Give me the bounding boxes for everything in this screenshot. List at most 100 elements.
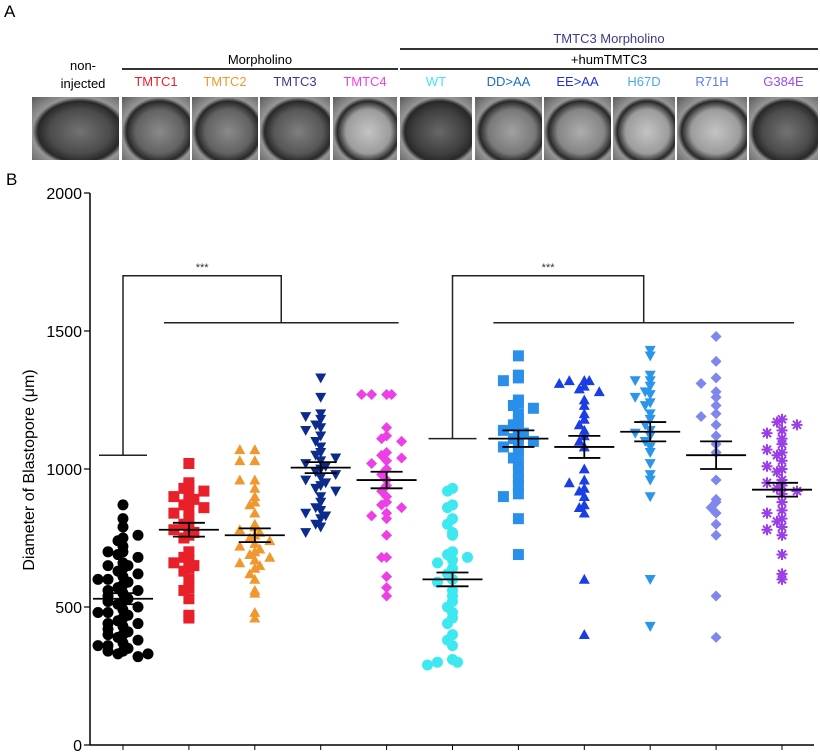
data-point <box>234 455 246 466</box>
data-point <box>776 424 788 436</box>
label-tmtc4: TMTC4 <box>343 74 387 89</box>
data-point <box>761 460 773 472</box>
data-point <box>132 551 144 563</box>
data-point <box>644 442 656 453</box>
data-point <box>553 377 565 388</box>
data-point <box>573 419 585 430</box>
label-non-injected-line2: injected <box>60 76 106 91</box>
data-point <box>315 431 327 442</box>
data-point <box>771 416 783 428</box>
data-point <box>320 511 332 522</box>
data-point <box>644 398 656 409</box>
data-point <box>315 472 327 483</box>
data-point <box>791 485 803 497</box>
embryo-image <box>260 97 330 160</box>
data-point <box>776 463 788 475</box>
data-point <box>578 400 590 410</box>
data-point <box>710 631 722 643</box>
embryo-image <box>749 97 818 160</box>
data-point <box>330 470 342 481</box>
y-tick-label: 500 <box>55 600 82 617</box>
data-point <box>366 388 378 400</box>
data-point <box>761 524 773 536</box>
data-point <box>178 565 190 577</box>
data-point <box>102 629 114 641</box>
data-point <box>183 612 195 624</box>
data-point <box>578 491 590 501</box>
label-g384e: G384E <box>763 74 804 89</box>
data-point <box>249 474 261 485</box>
data-point <box>315 448 327 458</box>
data-point <box>710 518 722 530</box>
data-point <box>710 400 722 412</box>
data-point <box>644 414 656 425</box>
data-point <box>629 428 641 439</box>
data-point <box>183 504 195 516</box>
data-point <box>310 420 322 431</box>
data-point <box>376 551 388 563</box>
data-point <box>578 424 590 435</box>
data-point <box>396 452 408 464</box>
data-point <box>771 449 783 461</box>
data-point <box>527 402 539 414</box>
data-point <box>776 446 788 458</box>
data-point <box>183 593 195 605</box>
data-point <box>234 474 246 485</box>
data-point <box>102 595 114 607</box>
data-point <box>442 618 453 630</box>
data-point <box>132 584 144 596</box>
data-point <box>244 549 256 559</box>
data-point <box>629 392 641 403</box>
data-point <box>102 584 114 596</box>
data-point <box>376 433 388 445</box>
data-point <box>381 582 393 594</box>
data-point <box>132 634 144 646</box>
data-point <box>644 345 656 356</box>
data-point <box>512 413 524 425</box>
data-point <box>330 453 342 464</box>
data-point <box>102 573 114 585</box>
data-point <box>315 442 327 453</box>
data-point <box>452 656 463 668</box>
data-point <box>249 491 261 501</box>
data-point <box>92 573 104 585</box>
data-point <box>761 444 773 456</box>
data-point <box>512 372 524 384</box>
data-point <box>563 477 575 488</box>
data-point <box>244 568 256 579</box>
data-point <box>422 659 433 671</box>
data-point <box>396 502 408 514</box>
data-point <box>117 521 129 533</box>
data-point <box>644 390 656 400</box>
data-point <box>447 640 458 652</box>
data-point <box>142 648 154 660</box>
data-point <box>512 474 524 486</box>
data-point <box>710 430 722 442</box>
data-point <box>320 478 332 489</box>
data-point <box>644 376 656 387</box>
data-point <box>578 474 590 485</box>
embryo-image <box>613 97 675 160</box>
data-point <box>315 497 327 508</box>
data-point <box>264 535 276 546</box>
significance-bracket <box>99 275 282 456</box>
data-point <box>578 463 590 474</box>
y-tick-label: 1500 <box>46 324 82 341</box>
data-point <box>249 607 261 617</box>
data-point <box>366 457 378 469</box>
data-point <box>497 375 509 387</box>
data-point <box>330 486 342 497</box>
data-point <box>512 446 524 458</box>
data-point <box>102 560 114 572</box>
data-point <box>356 388 368 400</box>
data-point <box>315 392 327 403</box>
data-point <box>578 408 590 419</box>
data-point <box>710 474 722 486</box>
data-point <box>183 513 195 525</box>
data-point <box>249 482 261 493</box>
data-point <box>512 488 524 500</box>
data-point <box>102 618 114 630</box>
data-point <box>310 437 322 447</box>
data-point <box>249 554 261 565</box>
